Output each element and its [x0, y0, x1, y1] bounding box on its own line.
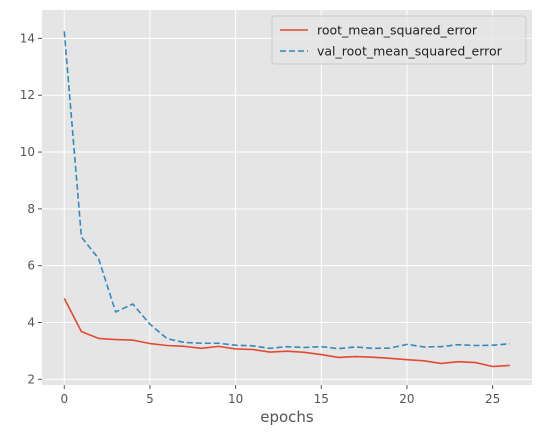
- legend-label-2: val_root_mean_squared_error: [317, 44, 503, 59]
- x-tick-label: 20: [399, 392, 414, 406]
- x-tick-label: 0: [60, 392, 68, 406]
- legend-box: [271, 15, 527, 65]
- y-tick-label: 12: [20, 88, 35, 102]
- y-axis-ticks: 2 4 6 8 10 12 14: [20, 31, 42, 386]
- x-tick-label: 15: [314, 392, 329, 406]
- y-tick-label: 6: [27, 259, 35, 273]
- x-tick-label: 5: [146, 392, 154, 406]
- series-layer: [63, 31, 510, 368]
- legend-label-1: root_mean_squared_error: [317, 23, 478, 38]
- x-axis-label: epochs: [260, 408, 314, 426]
- legend: root_mean_squared_error val_root_mean_squ…: [271, 15, 527, 65]
- series-line-1: [63, 297, 510, 368]
- x-axis-ticks: 0 5 10 15 20 25: [60, 385, 500, 406]
- x-tick-label: 25: [485, 392, 500, 406]
- plot-background: [42, 10, 532, 385]
- x-tick-label: 10: [228, 392, 243, 406]
- y-tick-label: 10: [20, 145, 35, 159]
- y-tick-label: 2: [27, 372, 35, 386]
- series-line-2: [63, 31, 510, 350]
- y-tick-label: 4: [27, 316, 35, 330]
- y-tick-label: 8: [27, 202, 35, 216]
- y-tick-label: 14: [20, 31, 35, 45]
